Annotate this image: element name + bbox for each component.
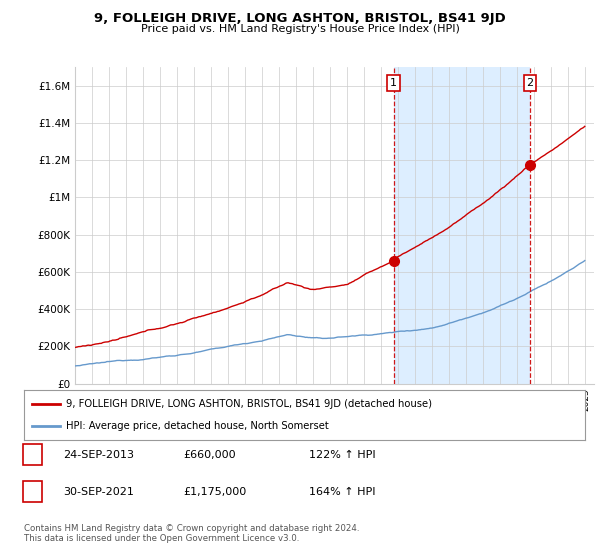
Text: £1,175,000: £1,175,000 xyxy=(183,487,246,497)
Bar xyxy=(394,67,530,384)
Text: Contains HM Land Registry data © Crown copyright and database right 2024.
This d: Contains HM Land Registry data © Crown c… xyxy=(24,524,359,543)
Text: 122% ↑ HPI: 122% ↑ HPI xyxy=(309,450,376,460)
Text: 30-SEP-2021: 30-SEP-2021 xyxy=(63,487,134,497)
Text: 2: 2 xyxy=(29,487,36,497)
Text: 9, FOLLEIGH DRIVE, LONG ASHTON, BRISTOL, BS41 9JD: 9, FOLLEIGH DRIVE, LONG ASHTON, BRISTOL,… xyxy=(94,12,506,25)
Text: Price paid vs. HM Land Registry's House Price Index (HPI): Price paid vs. HM Land Registry's House … xyxy=(140,24,460,34)
Text: £660,000: £660,000 xyxy=(183,450,236,460)
Text: 1: 1 xyxy=(390,78,397,88)
Text: 1: 1 xyxy=(29,450,36,460)
Text: HPI: Average price, detached house, North Somerset: HPI: Average price, detached house, Nort… xyxy=(66,421,329,431)
Text: 164% ↑ HPI: 164% ↑ HPI xyxy=(309,487,376,497)
Text: 2: 2 xyxy=(526,78,533,88)
Text: 9, FOLLEIGH DRIVE, LONG ASHTON, BRISTOL, BS41 9JD (detached house): 9, FOLLEIGH DRIVE, LONG ASHTON, BRISTOL,… xyxy=(66,399,432,409)
Text: 24-SEP-2013: 24-SEP-2013 xyxy=(63,450,134,460)
